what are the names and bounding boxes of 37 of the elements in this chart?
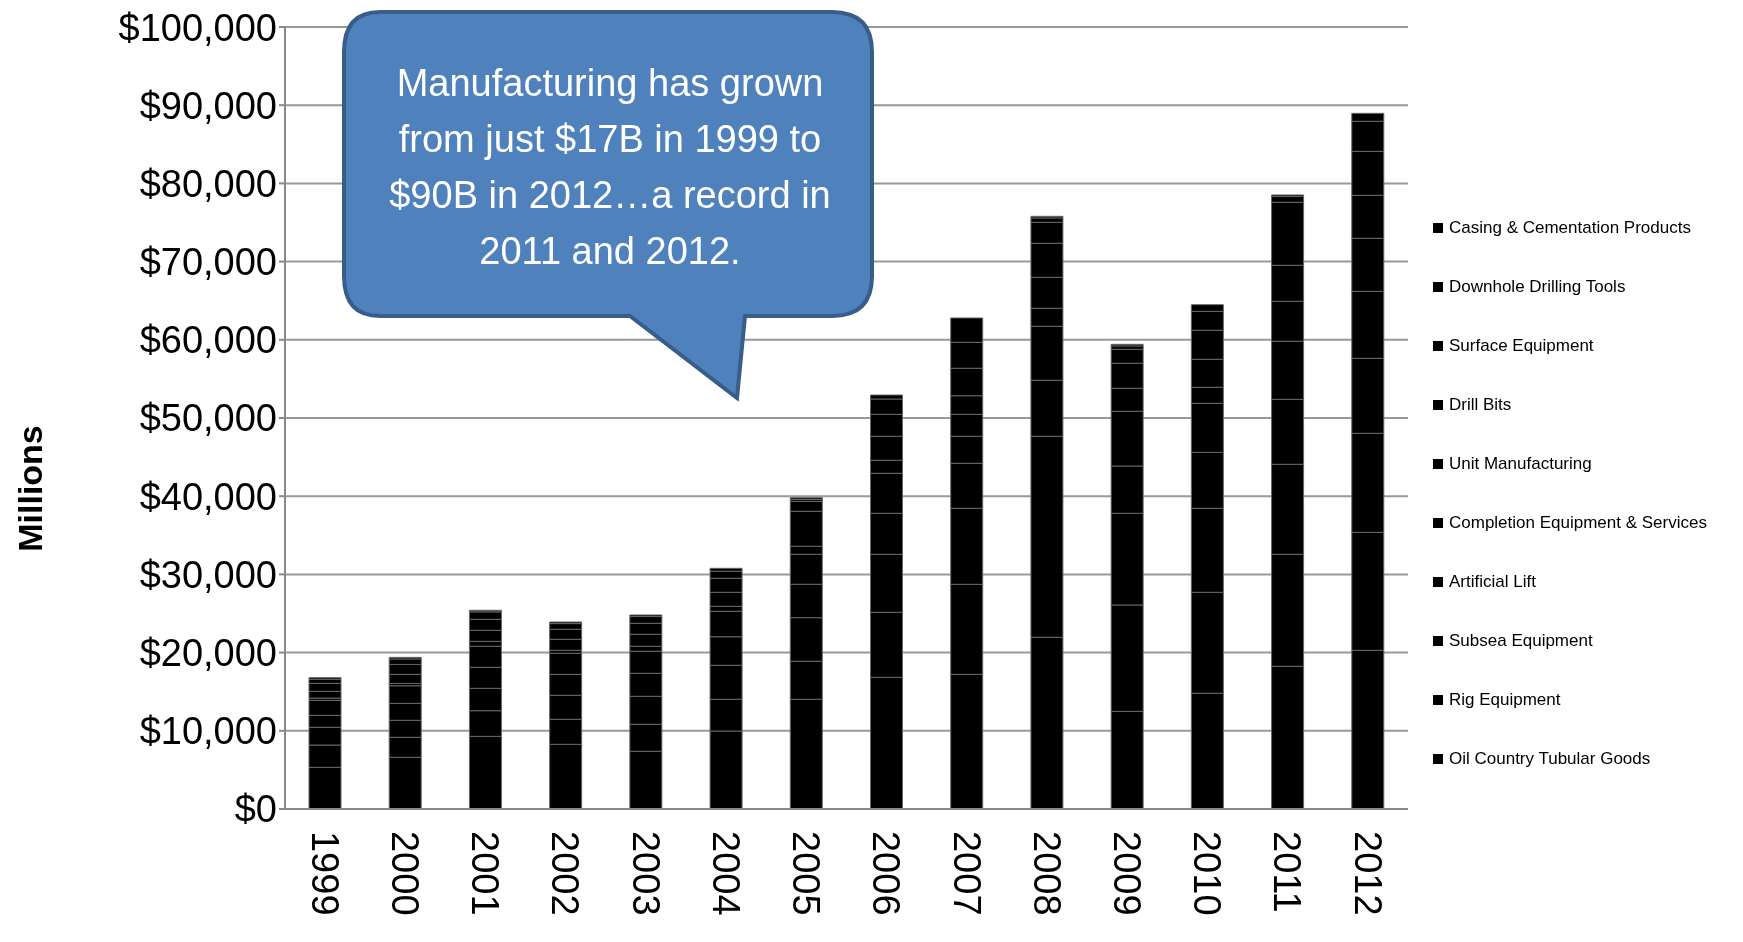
y-tick-label: $90,000 <box>139 84 277 127</box>
x-tick-label: 2000 <box>384 831 427 916</box>
x-tick-label: 2004 <box>704 831 747 916</box>
y-tick-label: $20,000 <box>139 632 277 675</box>
y-tick-label: $80,000 <box>139 162 277 205</box>
x-tick-label: 2012 <box>1346 831 1389 916</box>
y-axis-title: Millions <box>10 424 50 552</box>
legend-label: Subsea Equipment <box>1449 630 1593 651</box>
annotation: Manufacturing has grown from just $17B in 1999 to $90B in 2012…a record in 2011 and 2012. <box>388 61 832 274</box>
y-tick-label: $60,000 <box>139 319 277 362</box>
legend-label: Unit Manufacturing <box>1449 453 1592 474</box>
legend-label: Artificial Lift <box>1449 571 1536 592</box>
y-tick-label: $30,000 <box>139 553 277 596</box>
y-tick-label: $100,000 <box>118 6 277 49</box>
x-tick-label: 2010 <box>1186 831 1229 916</box>
legend-label: Casing & Cementation Products <box>1449 217 1691 238</box>
y-tick-label: $50,000 <box>139 397 277 440</box>
x-tick-label: 2005 <box>785 831 828 916</box>
x-tick-label: 2002 <box>544 831 587 916</box>
legend-label: Drill Bits <box>1449 394 1512 415</box>
legend-label: Surface Equipment <box>1449 335 1594 356</box>
legend-label: Downhole Drilling Tools <box>1449 276 1626 297</box>
x-tick-label: 2001 <box>464 831 507 916</box>
legend-label: Completion Equipment & Services <box>1449 512 1707 533</box>
x-tick-label: 2007 <box>945 831 988 916</box>
x-tick-label: 2009 <box>1105 831 1148 916</box>
x-tick-label: 2006 <box>865 831 908 916</box>
y-tick-label: $0 <box>234 788 277 831</box>
y-tick-label: $10,000 <box>139 710 277 753</box>
y-tick-label: $40,000 <box>139 475 277 518</box>
x-tick-label: 2011 <box>1266 831 1309 913</box>
y-tick-label: $70,000 <box>139 241 277 284</box>
legend-label: Rig Equipment <box>1449 689 1561 710</box>
x-tick-label: 1999 <box>303 831 346 916</box>
x-tick-label: 2008 <box>1025 831 1068 916</box>
legend-label: Oil Country Tubular Goods <box>1449 748 1651 769</box>
x-tick-label: 2003 <box>624 831 667 916</box>
